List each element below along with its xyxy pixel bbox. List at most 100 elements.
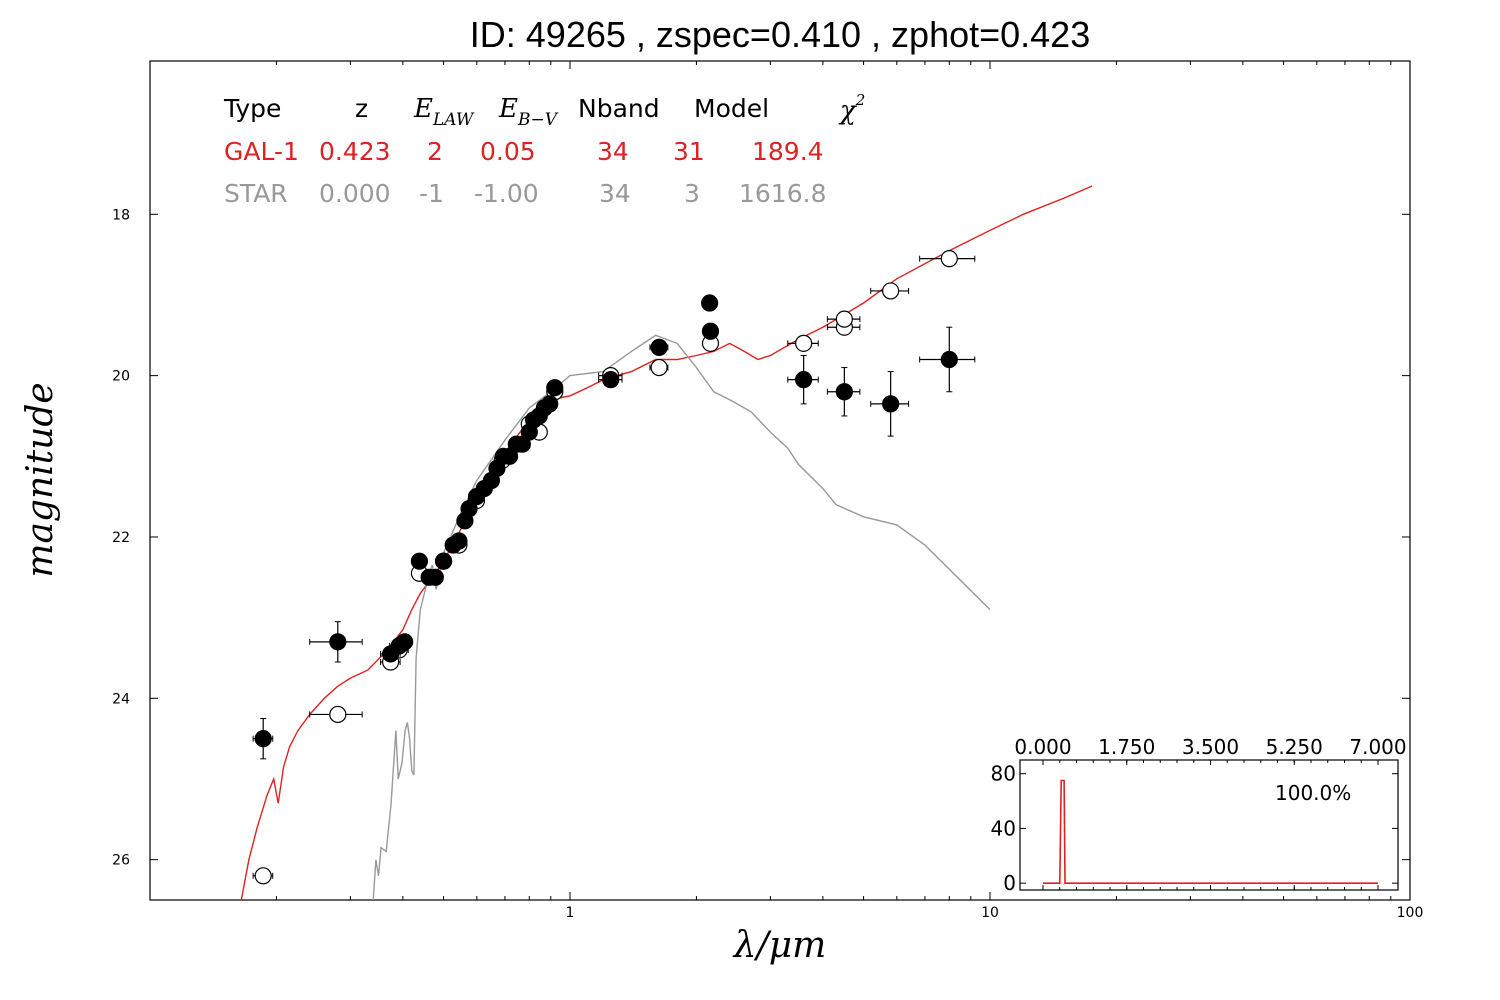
y-tick-label: 20	[112, 369, 130, 385]
header-chi-sup: 2	[855, 91, 866, 109]
row-gal-z: 0.423	[319, 137, 391, 166]
observed-point	[426, 568, 444, 586]
observed-point	[598, 371, 623, 389]
observed-marker	[541, 395, 559, 413]
observed-point	[252, 717, 274, 760]
chart-title: ID: 49265 , zspec=0.410 , zphot=0.423	[469, 14, 1091, 55]
observed-point	[787, 354, 819, 405]
inset-y-tick-label: 0	[1003, 871, 1016, 895]
model-marker	[329, 705, 347, 724]
header-elaw-main: E	[413, 94, 433, 124]
row-star-chi2: 1616.8	[739, 179, 826, 208]
row-star-ebv: -1.00	[474, 179, 539, 208]
observed-marker	[329, 633, 347, 651]
observed-marker	[450, 532, 468, 550]
model-lines	[240, 185, 1093, 901]
observed-point	[460, 500, 478, 518]
observed-marker	[795, 371, 813, 389]
observed-point	[826, 367, 861, 417]
model-marker	[882, 282, 900, 300]
x-axis-label: λ/μm	[732, 925, 826, 966]
header-elaw: ELAW	[413, 94, 475, 130]
model-marker	[254, 867, 272, 885]
header-z: z	[355, 94, 368, 123]
model-point	[309, 705, 363, 724]
model-marker	[940, 250, 958, 268]
row-star-type: STAR	[224, 179, 288, 208]
row-gal-model: 31	[673, 137, 705, 166]
observed-marker	[701, 294, 719, 312]
model-point	[919, 250, 976, 268]
observed-marker	[434, 552, 453, 570]
observed-point	[870, 371, 910, 437]
inset-x-tick-label: 0.000	[1014, 735, 1071, 759]
row-star-model: 3	[684, 179, 700, 208]
inset-x-tick-label: 5.250	[1266, 735, 1323, 759]
observed-marker	[426, 568, 444, 586]
header-ebv-sub: B−V	[517, 110, 559, 130]
observed-point	[309, 621, 363, 663]
y-tick-label: 24	[112, 691, 130, 707]
header-ebv-main: E	[498, 94, 518, 124]
header-type: Type	[223, 94, 281, 123]
sed-line-star	[372, 334, 991, 901]
row-star: STAR 0.000 -1 -1.00 34 3 1616.8	[224, 179, 826, 208]
header-elaw-sub: LAW	[432, 110, 475, 130]
row-star-nband: 34	[599, 179, 631, 208]
row-gal-chi2: 189.4	[752, 137, 824, 166]
observed-marker	[701, 322, 720, 340]
observed-point	[500, 447, 519, 465]
model-point	[787, 334, 819, 352]
row-star-elaw: -1	[419, 179, 444, 208]
inset-annotation: 100.0%	[1275, 781, 1351, 805]
plot-frame	[149, 60, 1411, 901]
row-gal-ebv: 0.05	[480, 137, 536, 166]
model-point	[870, 282, 910, 300]
row-galaxy: GAL-1 0.423 2 0.05 34 31 189.4	[224, 137, 824, 166]
pdz-line	[1043, 779, 1378, 884]
observed-point	[701, 322, 720, 340]
observed-marker	[410, 552, 429, 570]
observed-point	[396, 633, 414, 651]
model-marker	[835, 310, 853, 328]
y-axis-label: magnitude	[20, 382, 61, 577]
inset-lines	[1043, 779, 1378, 884]
inset-y-tick-label: 40	[991, 816, 1016, 840]
x-tick-label: 10	[981, 905, 999, 921]
observed-point	[546, 379, 564, 397]
observed-point	[919, 326, 976, 393]
y-tick-label: 22	[112, 530, 130, 546]
y-tick-label: 26	[112, 853, 130, 869]
inset-x-tick-label: 1.750	[1098, 735, 1155, 759]
observed-point	[649, 338, 669, 356]
observed-point	[541, 395, 559, 413]
data-points	[252, 250, 976, 885]
observed-point	[450, 532, 468, 550]
row-gal-elaw: 2	[427, 137, 443, 166]
row-gal-nband: 34	[597, 137, 629, 166]
observed-marker	[835, 383, 853, 401]
observed-point	[410, 552, 429, 570]
model-marker	[650, 358, 668, 377]
header-ebv: EB−V	[498, 94, 559, 130]
row-star-z: 0.000	[319, 179, 391, 208]
fit-table: Type z ELAW EB−V Nband Model χ2 GAL-1 0.…	[223, 91, 865, 208]
model-marker	[795, 334, 813, 352]
inset-ticks: 0.000 1.750 3.500 5.250 7.000 0 40 80	[991, 735, 1407, 895]
observed-point	[434, 552, 453, 570]
model-point	[252, 867, 274, 885]
y-tick-label: 18	[112, 207, 130, 223]
observed-marker	[602, 371, 620, 389]
observed-marker	[546, 379, 564, 397]
observed-marker	[650, 338, 668, 356]
model-point	[826, 310, 861, 328]
observed-marker	[882, 395, 900, 413]
header-nband: Nband	[578, 94, 660, 123]
inset-x-tick-label: 3.500	[1182, 735, 1239, 759]
observed-marker	[254, 730, 272, 748]
header-chi2: χ2	[838, 91, 865, 126]
row-gal-type: GAL-1	[224, 137, 299, 166]
observed-marker	[396, 633, 414, 651]
